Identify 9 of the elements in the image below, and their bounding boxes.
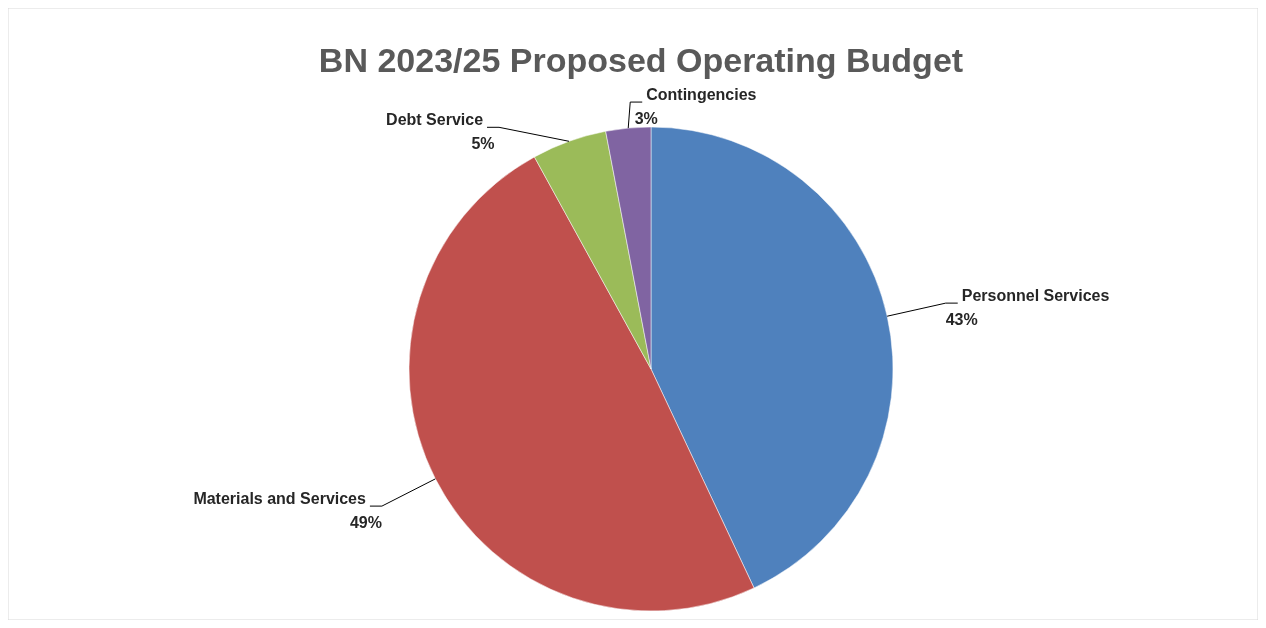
data-label: 49% [349, 514, 382, 532]
slice-label: Debt Service [386, 111, 484, 129]
slice-label: Materials and Services [193, 490, 367, 508]
data-label: 43% [945, 311, 978, 329]
chart-title: BN 2023/25 Proposed Operating Budget [318, 41, 964, 79]
slice-label: Personnel Services [961, 287, 1110, 305]
data-label: 5% [471, 135, 495, 153]
slice-label: Contingencies [646, 86, 757, 104]
data-label: 3% [634, 110, 658, 128]
